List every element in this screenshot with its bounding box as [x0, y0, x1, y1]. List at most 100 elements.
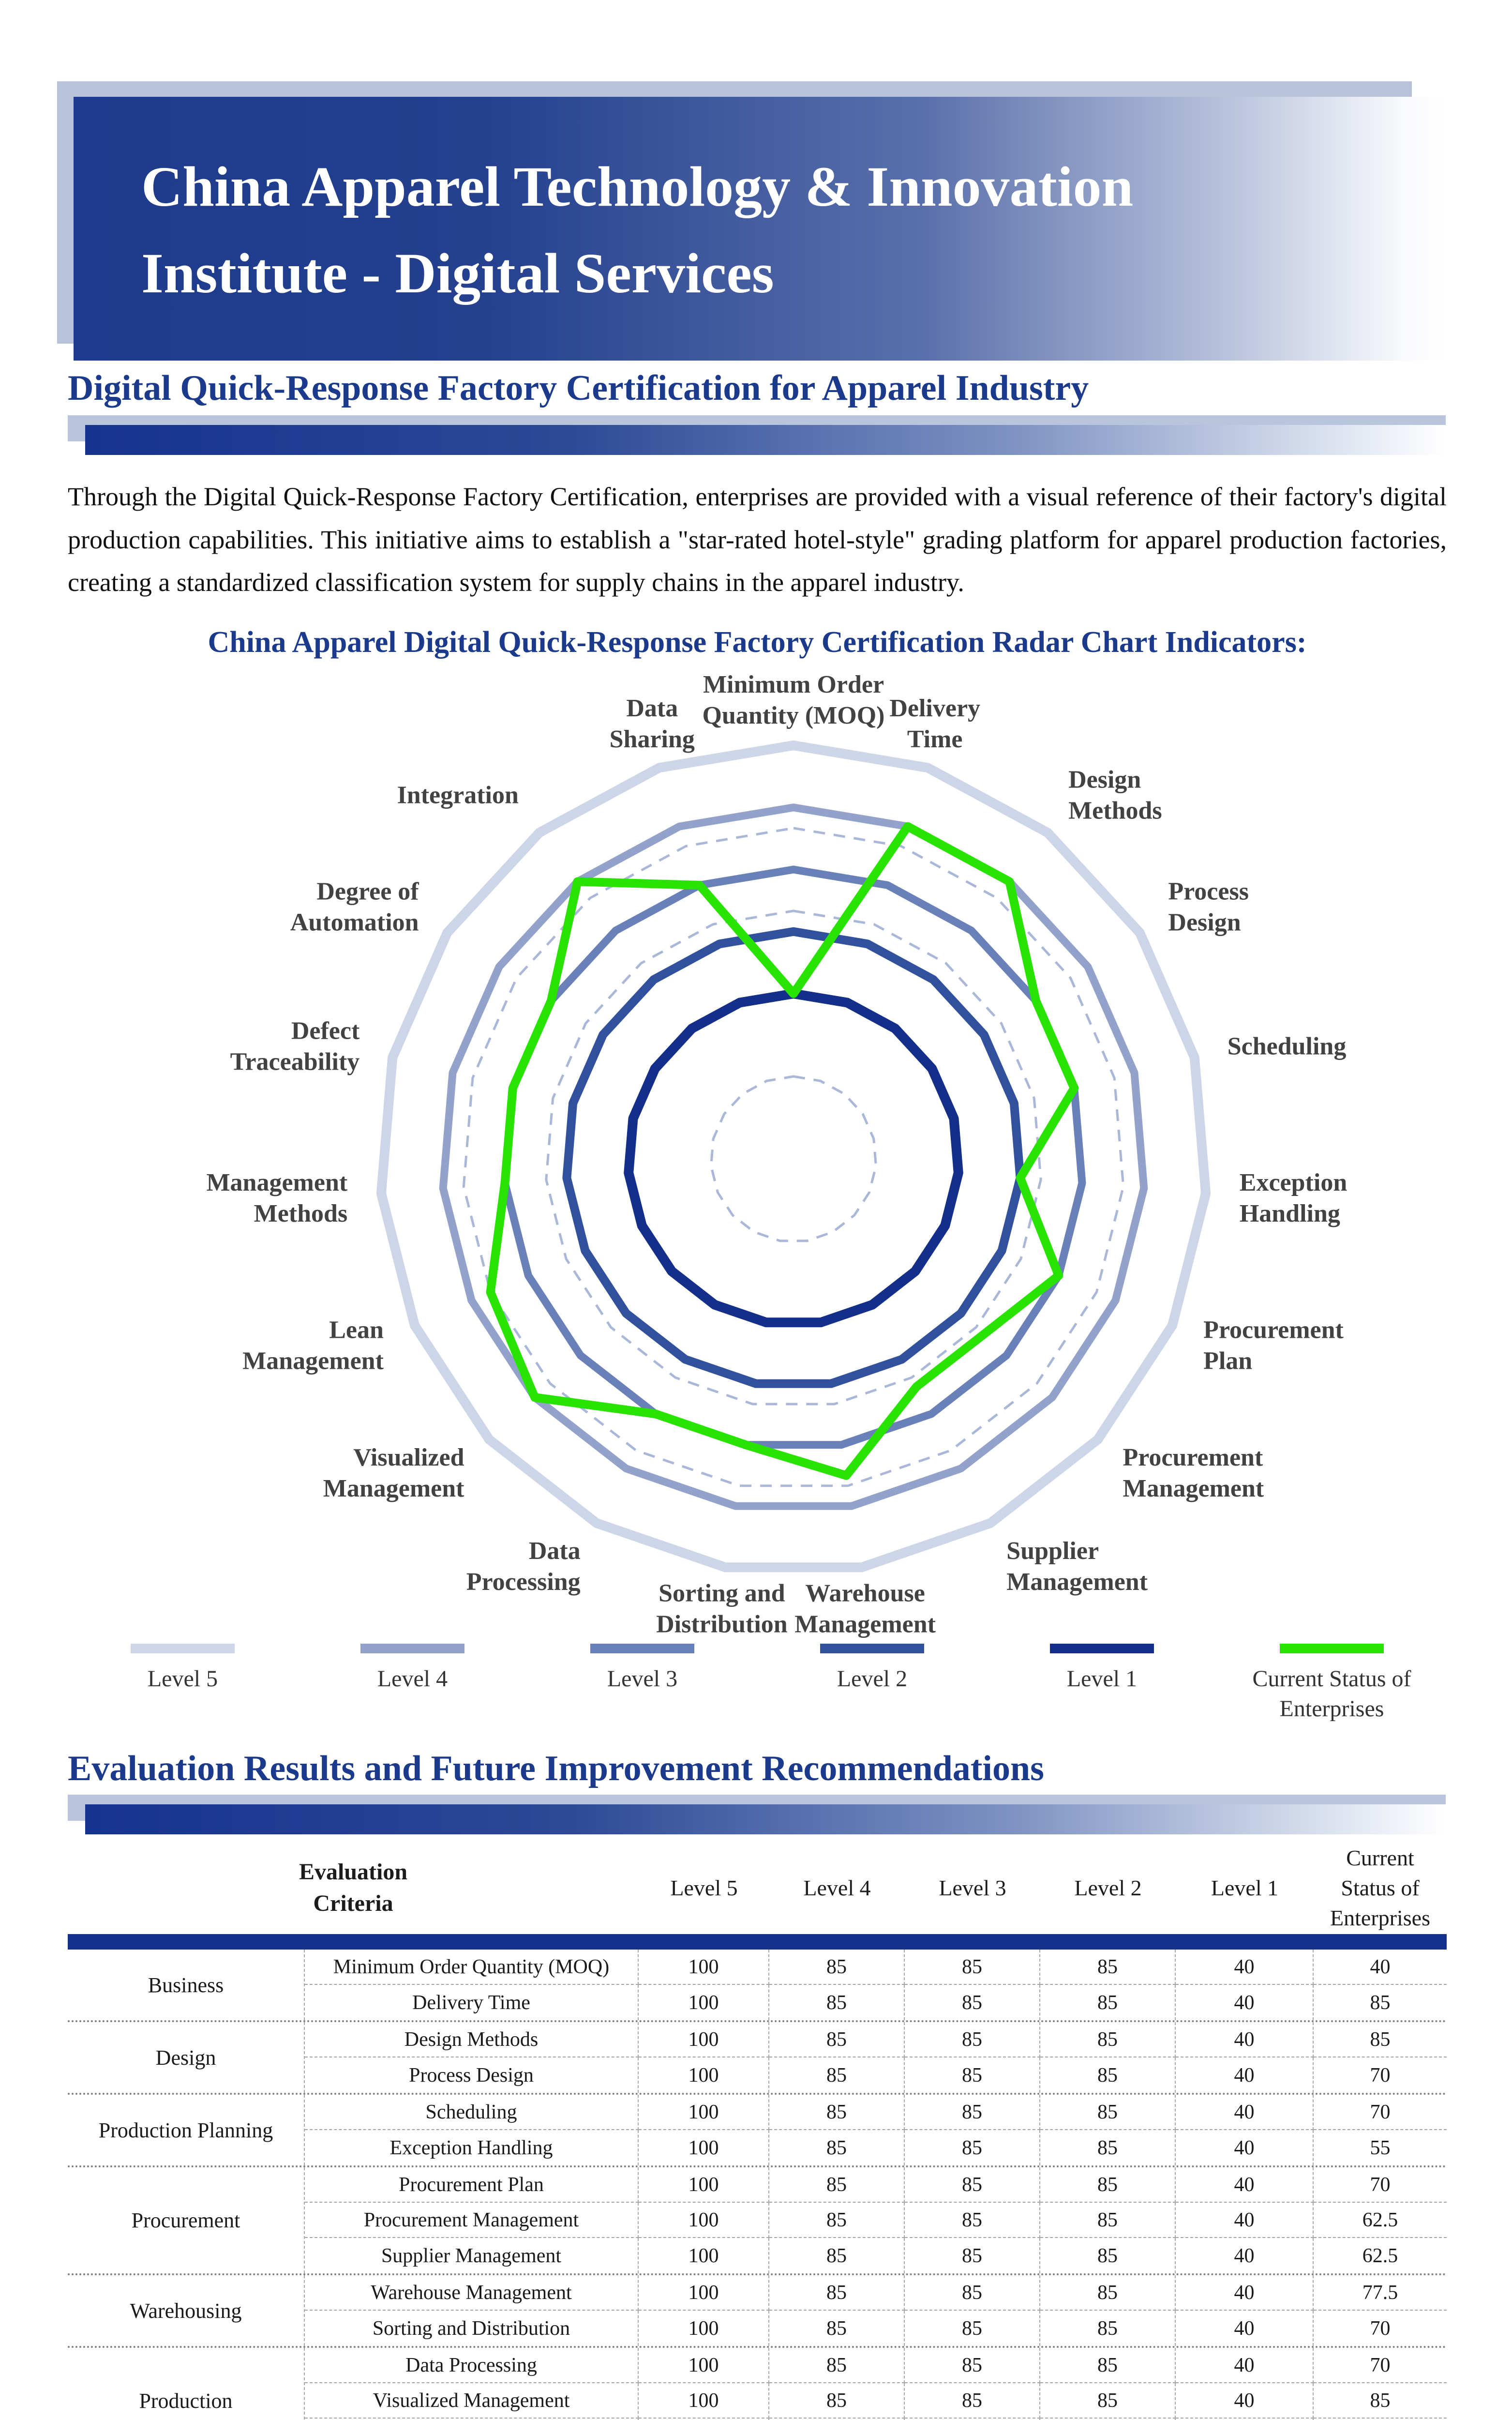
value-cell: 40	[1176, 1985, 1314, 2020]
radar-gridline	[545, 909, 1042, 1406]
radar-axis-label: Delivery Time	[889, 695, 980, 753]
criteria-cell: Lean Management	[305, 2419, 639, 2420]
radar-ring-level-1	[624, 989, 963, 1328]
value-cell: 85	[905, 2275, 1040, 2311]
legend-swatch	[1280, 1644, 1384, 1653]
group-cell: Business	[68, 1950, 305, 2020]
value-cell: 62.5	[1314, 2203, 1447, 2238]
value-cell: 85	[1040, 2130, 1176, 2165]
radar-axis-label: Management Methods	[206, 1169, 347, 1227]
table-group: Design Design Methods 100 85 85 85 40 85 Process…	[68, 2022, 1447, 2095]
value-cell: 85	[905, 2311, 1040, 2346]
radar-axis-label: Exception Handling	[1240, 1169, 1347, 1227]
radar-axis-label: Supplier Management	[1006, 1537, 1148, 1596]
value-cell: 85	[1040, 2022, 1176, 2057]
legend-label: Level 4	[377, 1666, 448, 1692]
group-cell: Design	[68, 2022, 305, 2093]
value-cell: 85	[1040, 2238, 1176, 2273]
value-cell: 40	[1314, 1950, 1447, 1985]
value-cell: 85	[769, 2167, 905, 2203]
legend-item: Level 4	[298, 1644, 527, 1724]
radar-gridline	[710, 1075, 877, 1242]
table-header-level: Level 2	[1074, 1875, 1142, 1900]
heading-bar	[85, 1804, 1446, 1834]
radar-axis-label: Warehouse Management	[794, 1579, 936, 1638]
criteria-cell: Scheduling	[305, 2095, 639, 2130]
legend-label: Level 3	[607, 1666, 678, 1692]
value-cell: 100	[639, 2095, 769, 2130]
value-cell: 100	[639, 2238, 769, 2273]
value-cell: 62.5	[1362, 2244, 1398, 2267]
value-cell: 40	[1176, 2130, 1314, 2165]
radar-axis-label: Degree of Automation	[290, 878, 419, 937]
cert-section-heading: Digital Quick-Response Factory Certifica…	[68, 368, 1089, 408]
legend-label: Current Status of Enterprises	[1252, 1666, 1411, 1722]
value-cell: 100	[639, 2383, 769, 2419]
results-section-heading: Evaluation Results and Future Improvemen…	[68, 1749, 1044, 1788]
criteria-cell: Procurement Management	[305, 2203, 639, 2238]
radar-axis-label: Minimum Order Quantity (MOQ)	[703, 673, 885, 729]
table-header-level: Level 5	[670, 1875, 738, 1900]
legend-swatch	[360, 1644, 464, 1653]
radar-ring-level-3	[501, 865, 1086, 1449]
value-cell: 77.5	[1314, 2275, 1447, 2311]
value-cell: 100	[639, 2348, 769, 2383]
value-cell: 40	[1176, 2383, 1314, 2419]
criteria-cell: Sorting and Distribution	[305, 2311, 639, 2346]
value-cell: 85	[769, 2130, 905, 2165]
evaluation-table: Evaluation Criteria Level 5 Level 4 Level 3…	[68, 1842, 1447, 2420]
value-cell: 100	[639, 2167, 769, 2203]
table-group: Business Minimum Order Quantity (MOQ) 100 8…	[68, 1950, 1447, 2022]
value-cell: 85	[769, 2383, 905, 2419]
value-cell: 85	[1040, 2383, 1176, 2419]
table-header-level: Level 3	[939, 1875, 1006, 1900]
group-cell: Warehousing	[68, 2275, 305, 2346]
value-cell: 85	[769, 1950, 905, 1985]
page-title-line1: China Apparel Technology & Innovation	[141, 155, 1134, 218]
value-cell: 85	[769, 2348, 905, 2383]
value-cell: 85	[1314, 2022, 1447, 2057]
value-cell: 100	[639, 2275, 769, 2311]
radar-chart-title: China Apparel Digital Quick-Response Fac…	[208, 626, 1307, 659]
value-cell: 85	[905, 1985, 1040, 2020]
page-title-line2: Institute - Digital Services	[141, 242, 774, 305]
value-cell: 100	[639, 1950, 769, 1985]
legend-swatch	[590, 1644, 694, 1653]
criteria-cell: Procurement Plan	[305, 2167, 639, 2203]
radar-axis-label: Data Processing	[466, 1537, 581, 1596]
radar-axis-label: Visualized Management	[323, 1444, 464, 1502]
table-header-level: Level 4	[803, 1875, 871, 1900]
value-cell: 40	[1176, 2419, 1314, 2420]
value-cell: 85	[1370, 1991, 1391, 2014]
legend-label: Level 5	[147, 1666, 218, 1692]
value-cell: 85	[769, 2095, 905, 2130]
value-cell: 55	[1370, 2136, 1391, 2159]
criteria-cell: Exception Handling	[305, 2130, 639, 2165]
table-group: Warehousing Warehouse Management 100 85 85 85…	[68, 2275, 1447, 2348]
value-cell: 85	[1040, 2348, 1176, 2383]
radar-axis-label: Scheduling	[1228, 1033, 1347, 1060]
value-cell: 85	[905, 1950, 1040, 1985]
value-cell: 85	[905, 2203, 1040, 2238]
radar-axis-label: Design Methods	[1068, 766, 1162, 824]
table-group: Production Data Processing 100 85 85 85 40 70 Vi…	[68, 2348, 1447, 2420]
radar-axis-label: Lean Management	[242, 1316, 384, 1375]
radar-axis-label: Integration	[397, 781, 519, 809]
value-cell: 100	[639, 2057, 769, 2093]
criteria-cell: Data Processing	[305, 2348, 639, 2383]
radar-axis-label: Data Sharing	[610, 695, 695, 753]
radar-axis-label: Process Design	[1168, 878, 1249, 937]
value-cell: 85	[769, 2057, 905, 2093]
group-cell: Procurement	[68, 2167, 305, 2273]
value-cell: 85	[905, 2383, 1040, 2419]
criteria-cell: Minimum Order Quantity (MOQ)	[305, 1950, 639, 1985]
legend-item: Level 1	[987, 1644, 1217, 1724]
radar-ring-level-5	[376, 741, 1211, 1573]
criteria-cell: Delivery Time	[305, 1985, 639, 2020]
value-cell: 85	[769, 1985, 905, 2020]
radar-ring-level-2	[562, 927, 1025, 1388]
value-cell: 85	[905, 2095, 1040, 2130]
value-cell: 85	[905, 2238, 1040, 2273]
chart-legend: Level 5 Level 4 Level 3 Level 2 Level 1 Curre…	[68, 1644, 1447, 1724]
